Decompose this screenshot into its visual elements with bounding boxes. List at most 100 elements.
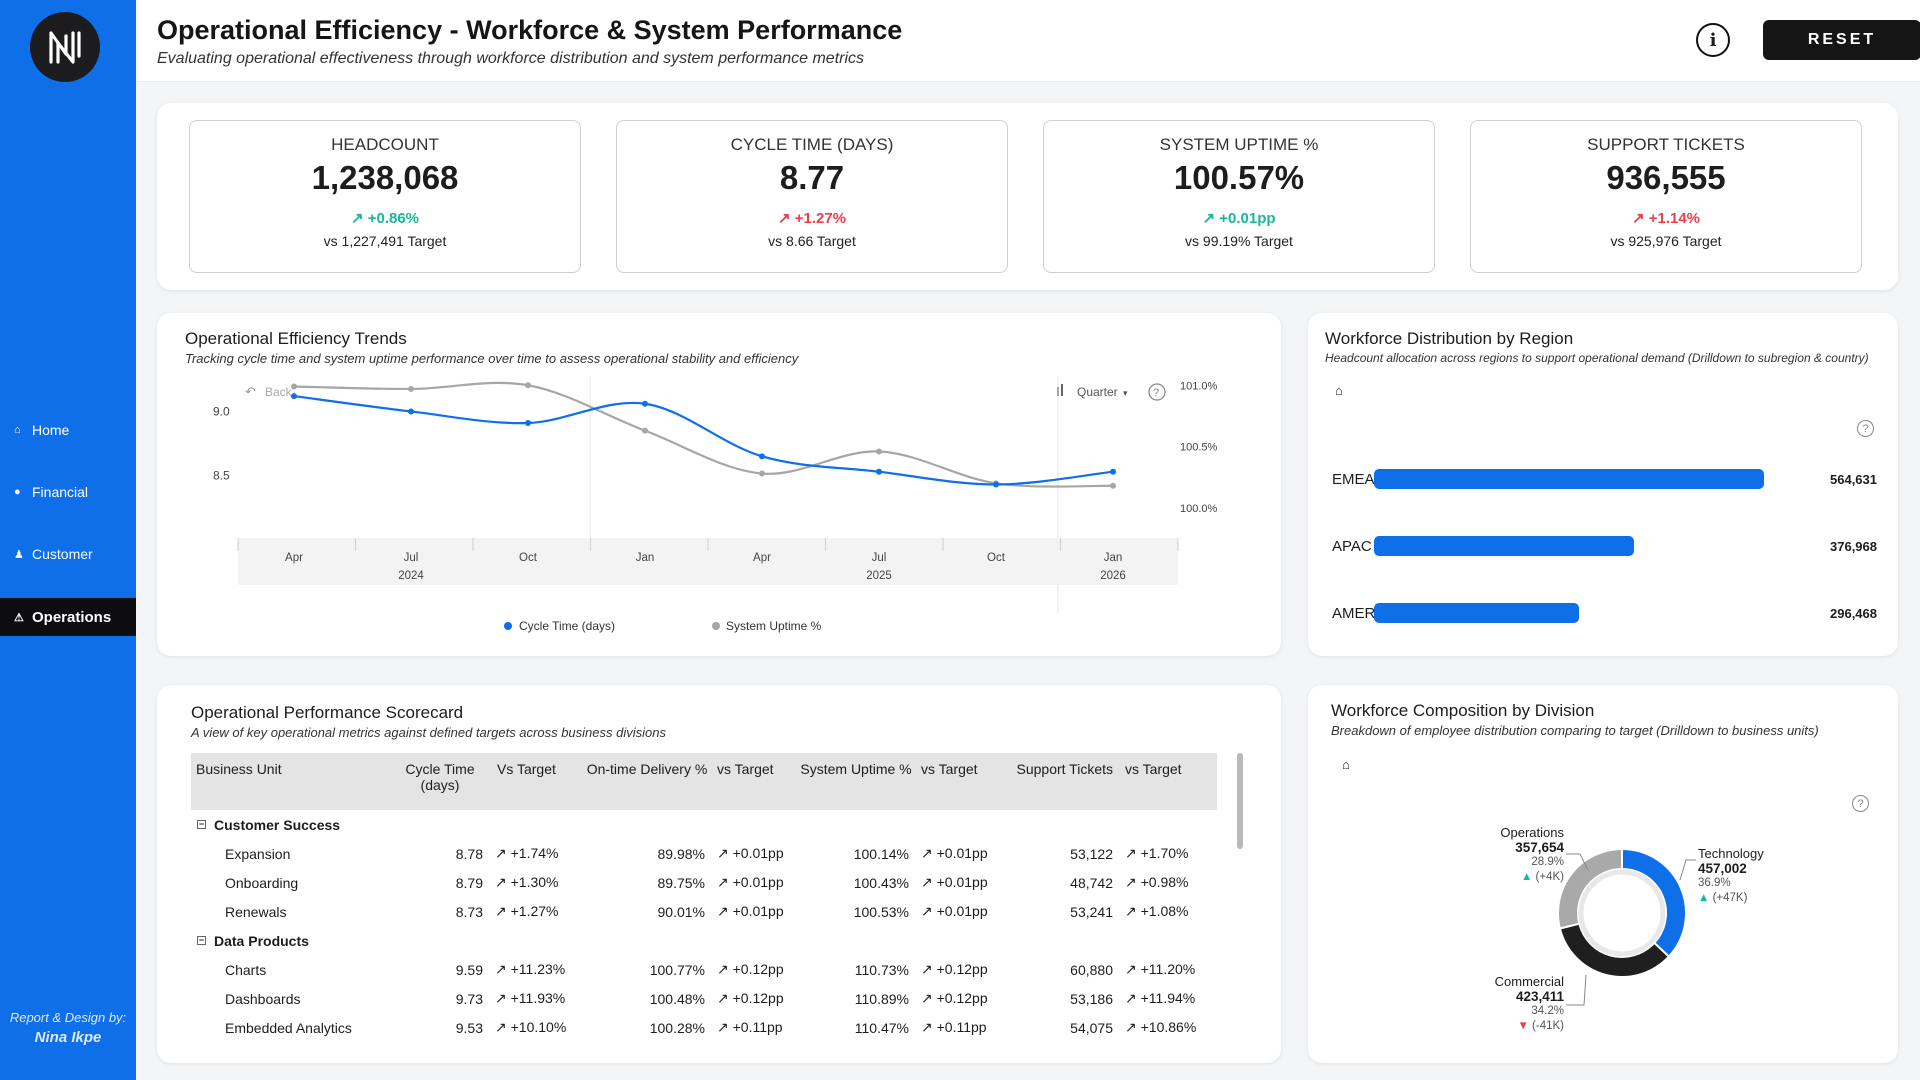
- nav-label: Customer: [32, 546, 93, 562]
- cycle-time-point[interactable]: [759, 453, 765, 460]
- table-group-row[interactable]: − Data Products: [191, 926, 1217, 955]
- arrow-up-right-icon: ↗: [717, 874, 733, 890]
- vs-target-cell: ↗ +0.01pp: [711, 897, 797, 926]
- collapse-icon[interactable]: −: [197, 934, 206, 945]
- brand-logo[interactable]: [30, 12, 100, 82]
- drill-home-icon[interactable]: ⌂: [1342, 757, 1350, 772]
- col-on-time-delivery[interactable]: On-time Delivery %: [583, 753, 711, 810]
- collapse-icon[interactable]: −: [197, 818, 206, 829]
- table-row[interactable]: Embedded Analytics 9.53 ↗ +10.10% 100.28% ↗ …: [191, 1013, 1217, 1042]
- segment-delta-value: (+47K): [1712, 892, 1748, 904]
- region-bar[interactable]: [1374, 603, 1579, 623]
- credit-line: Report & Design by:: [9, 1010, 127, 1025]
- page-header: Operational Efficiency - Workforce & Sys…: [136, 0, 1920, 82]
- col-system-uptime[interactable]: System Uptime %: [797, 753, 915, 810]
- table-group-row[interactable]: − Customer Success: [191, 810, 1217, 839]
- vs-target-value: +0.12pp: [732, 990, 784, 1006]
- col-cycle-time[interactable]: Cycle Time (days): [391, 753, 489, 810]
- vs-target-cell: ↗ +0.12pp: [711, 955, 797, 984]
- region-title: Workforce Distribution by Region: [1325, 329, 1574, 348]
- drill-home-icon[interactable]: ⌂: [1335, 383, 1343, 398]
- col-business-unit[interactable]: Business Unit: [191, 753, 391, 810]
- x-tick-label: Apr: [285, 552, 303, 564]
- donut-slice-commercial[interactable]: [1558, 922, 1671, 978]
- vs-target-cell: ↗ +0.98%: [1119, 868, 1217, 897]
- back-button: Back: [265, 385, 293, 399]
- group-name-cell[interactable]: − Data Products: [191, 926, 1217, 955]
- cycle-time-point[interactable]: [642, 400, 648, 407]
- nav-item-customer[interactable]: ♟ Customer: [0, 535, 136, 573]
- vs-target-value: +10.86%: [1140, 1019, 1197, 1035]
- col-vs-target[interactable]: vs Target: [915, 753, 1001, 810]
- back-arrow-icon[interactable]: ↶: [245, 384, 256, 399]
- col-vs-target[interactable]: Vs Target: [489, 753, 583, 810]
- segment-delta: ▲ (+47K): [1698, 891, 1764, 906]
- uptime-point[interactable]: [759, 470, 765, 477]
- table-row[interactable]: Onboarding 8.79 ↗ +1.30% 89.75% ↗ +0.01pp 100…: [191, 868, 1217, 897]
- donut-label-commercial: Commercial 423,411 34.2% ▼ (-41K): [1444, 974, 1564, 1034]
- vs-target-value: +1.70%: [1140, 845, 1189, 861]
- segment-name: Commercial: [1494, 974, 1564, 989]
- table-row[interactable]: Dashboards 9.73 ↗ +11.93% 100.48% ↗ +0.12pp 1…: [191, 984, 1217, 1013]
- arrow-up-right-icon: ↗: [1202, 210, 1216, 227]
- bar-category-label: AMER: [1332, 605, 1376, 622]
- reset-button[interactable]: RESET: [1763, 20, 1920, 60]
- cycle-time-point[interactable]: [876, 468, 882, 475]
- cycle-time-point[interactable]: [525, 419, 531, 426]
- vs-target-cell: ↗ +1.08%: [1119, 897, 1217, 926]
- table-row[interactable]: Expansion 8.78 ↗ +1.74% 89.98% ↗ +0.01pp 100.…: [191, 839, 1217, 868]
- nav-item-home[interactable]: ⌂ Home: [0, 411, 136, 449]
- trends-subtitle: Tracking cycle time and system uptime pe…: [185, 351, 799, 366]
- business-unit-cell: Renewals: [225, 903, 287, 920]
- chevron-down-icon[interactable]: ▾: [1123, 388, 1128, 398]
- kpi-target: vs 8.66 Target: [768, 233, 856, 249]
- uptime-point[interactable]: [291, 383, 297, 390]
- cycle-time-point[interactable]: [1110, 468, 1116, 475]
- uptime-point[interactable]: [876, 448, 882, 455]
- vs-target-cell: ↗ +0.01pp: [711, 868, 797, 897]
- home-icon: ⌂: [14, 424, 21, 436]
- help-icon[interactable]: [1148, 383, 1166, 401]
- uptime-point[interactable]: [1110, 482, 1116, 489]
- nav-item-financial[interactable]: ● Financial: [0, 473, 136, 511]
- col-support-tickets[interactable]: Support Tickets: [1001, 753, 1119, 810]
- col-vs-target[interactable]: vs Target: [1119, 753, 1217, 810]
- vs-target-cell: ↗ +0.01pp: [915, 839, 1001, 868]
- help-icon[interactable]: ?: [1857, 420, 1874, 437]
- uptime-point[interactable]: [525, 382, 531, 389]
- business-unit-cell: Dashboards: [225, 990, 301, 1007]
- arrow-up-right-icon: ↗: [495, 903, 511, 919]
- uptime-point[interactable]: [642, 427, 648, 434]
- bar-value-label: 376,968: [1830, 539, 1877, 554]
- kpi-target: vs 99.19% Target: [1185, 233, 1293, 249]
- x-year-label: 2026: [1100, 570, 1126, 582]
- group-name-cell[interactable]: − Customer Success: [191, 810, 1217, 839]
- triangle-up-icon: ▲: [1698, 892, 1710, 904]
- table-scrollbar[interactable]: [1237, 753, 1243, 849]
- kpi-card-support-tickets: SUPPORT TICKETS 936,555 ↗ +1.14% vs 925,…: [1470, 120, 1862, 273]
- vs-target-value: +11.93%: [510, 990, 566, 1006]
- x-tick-label: Jan: [1104, 552, 1123, 564]
- uptime-point[interactable]: [408, 385, 414, 392]
- help-icon[interactable]: ?: [1852, 795, 1869, 812]
- bar-category-label: EMEA: [1332, 471, 1375, 488]
- vs-target-value: +11.23%: [510, 961, 566, 977]
- region-bar[interactable]: [1374, 536, 1635, 556]
- table-row[interactable]: Charts 9.59 ↗ +11.23% 100.77% ↗ +0.12pp 110.7…: [191, 955, 1217, 984]
- vs-target-value: +0.01pp: [732, 845, 784, 861]
- y-left-tick-label: 9.0: [213, 404, 230, 418]
- table-row[interactable]: Renewals 8.73 ↗ +1.27% 90.01% ↗ +0.01pp 100.5…: [191, 897, 1217, 926]
- info-button[interactable]: i: [1696, 23, 1730, 57]
- bar-chart-icon: [1061, 384, 1063, 396]
- vs-target-cell: ↗ +11.23%: [489, 955, 583, 984]
- vs-target-value: +1.30%: [510, 874, 559, 890]
- nav-item-operations[interactable]: ⚠ Operations: [0, 598, 136, 636]
- cycle-time-cell: 9.73: [455, 990, 483, 1007]
- donut-slice-operations[interactable]: [1557, 847, 1623, 930]
- col-vs-target[interactable]: vs Target: [711, 753, 797, 810]
- cycle-time-point[interactable]: [993, 481, 999, 488]
- region-bar[interactable]: [1374, 469, 1764, 489]
- cycle-time-point[interactable]: [408, 408, 414, 415]
- donut-label-operations: Operations 357,654 28.9% ▲ (+4K): [1444, 825, 1564, 885]
- cycle-time-point[interactable]: [291, 393, 297, 400]
